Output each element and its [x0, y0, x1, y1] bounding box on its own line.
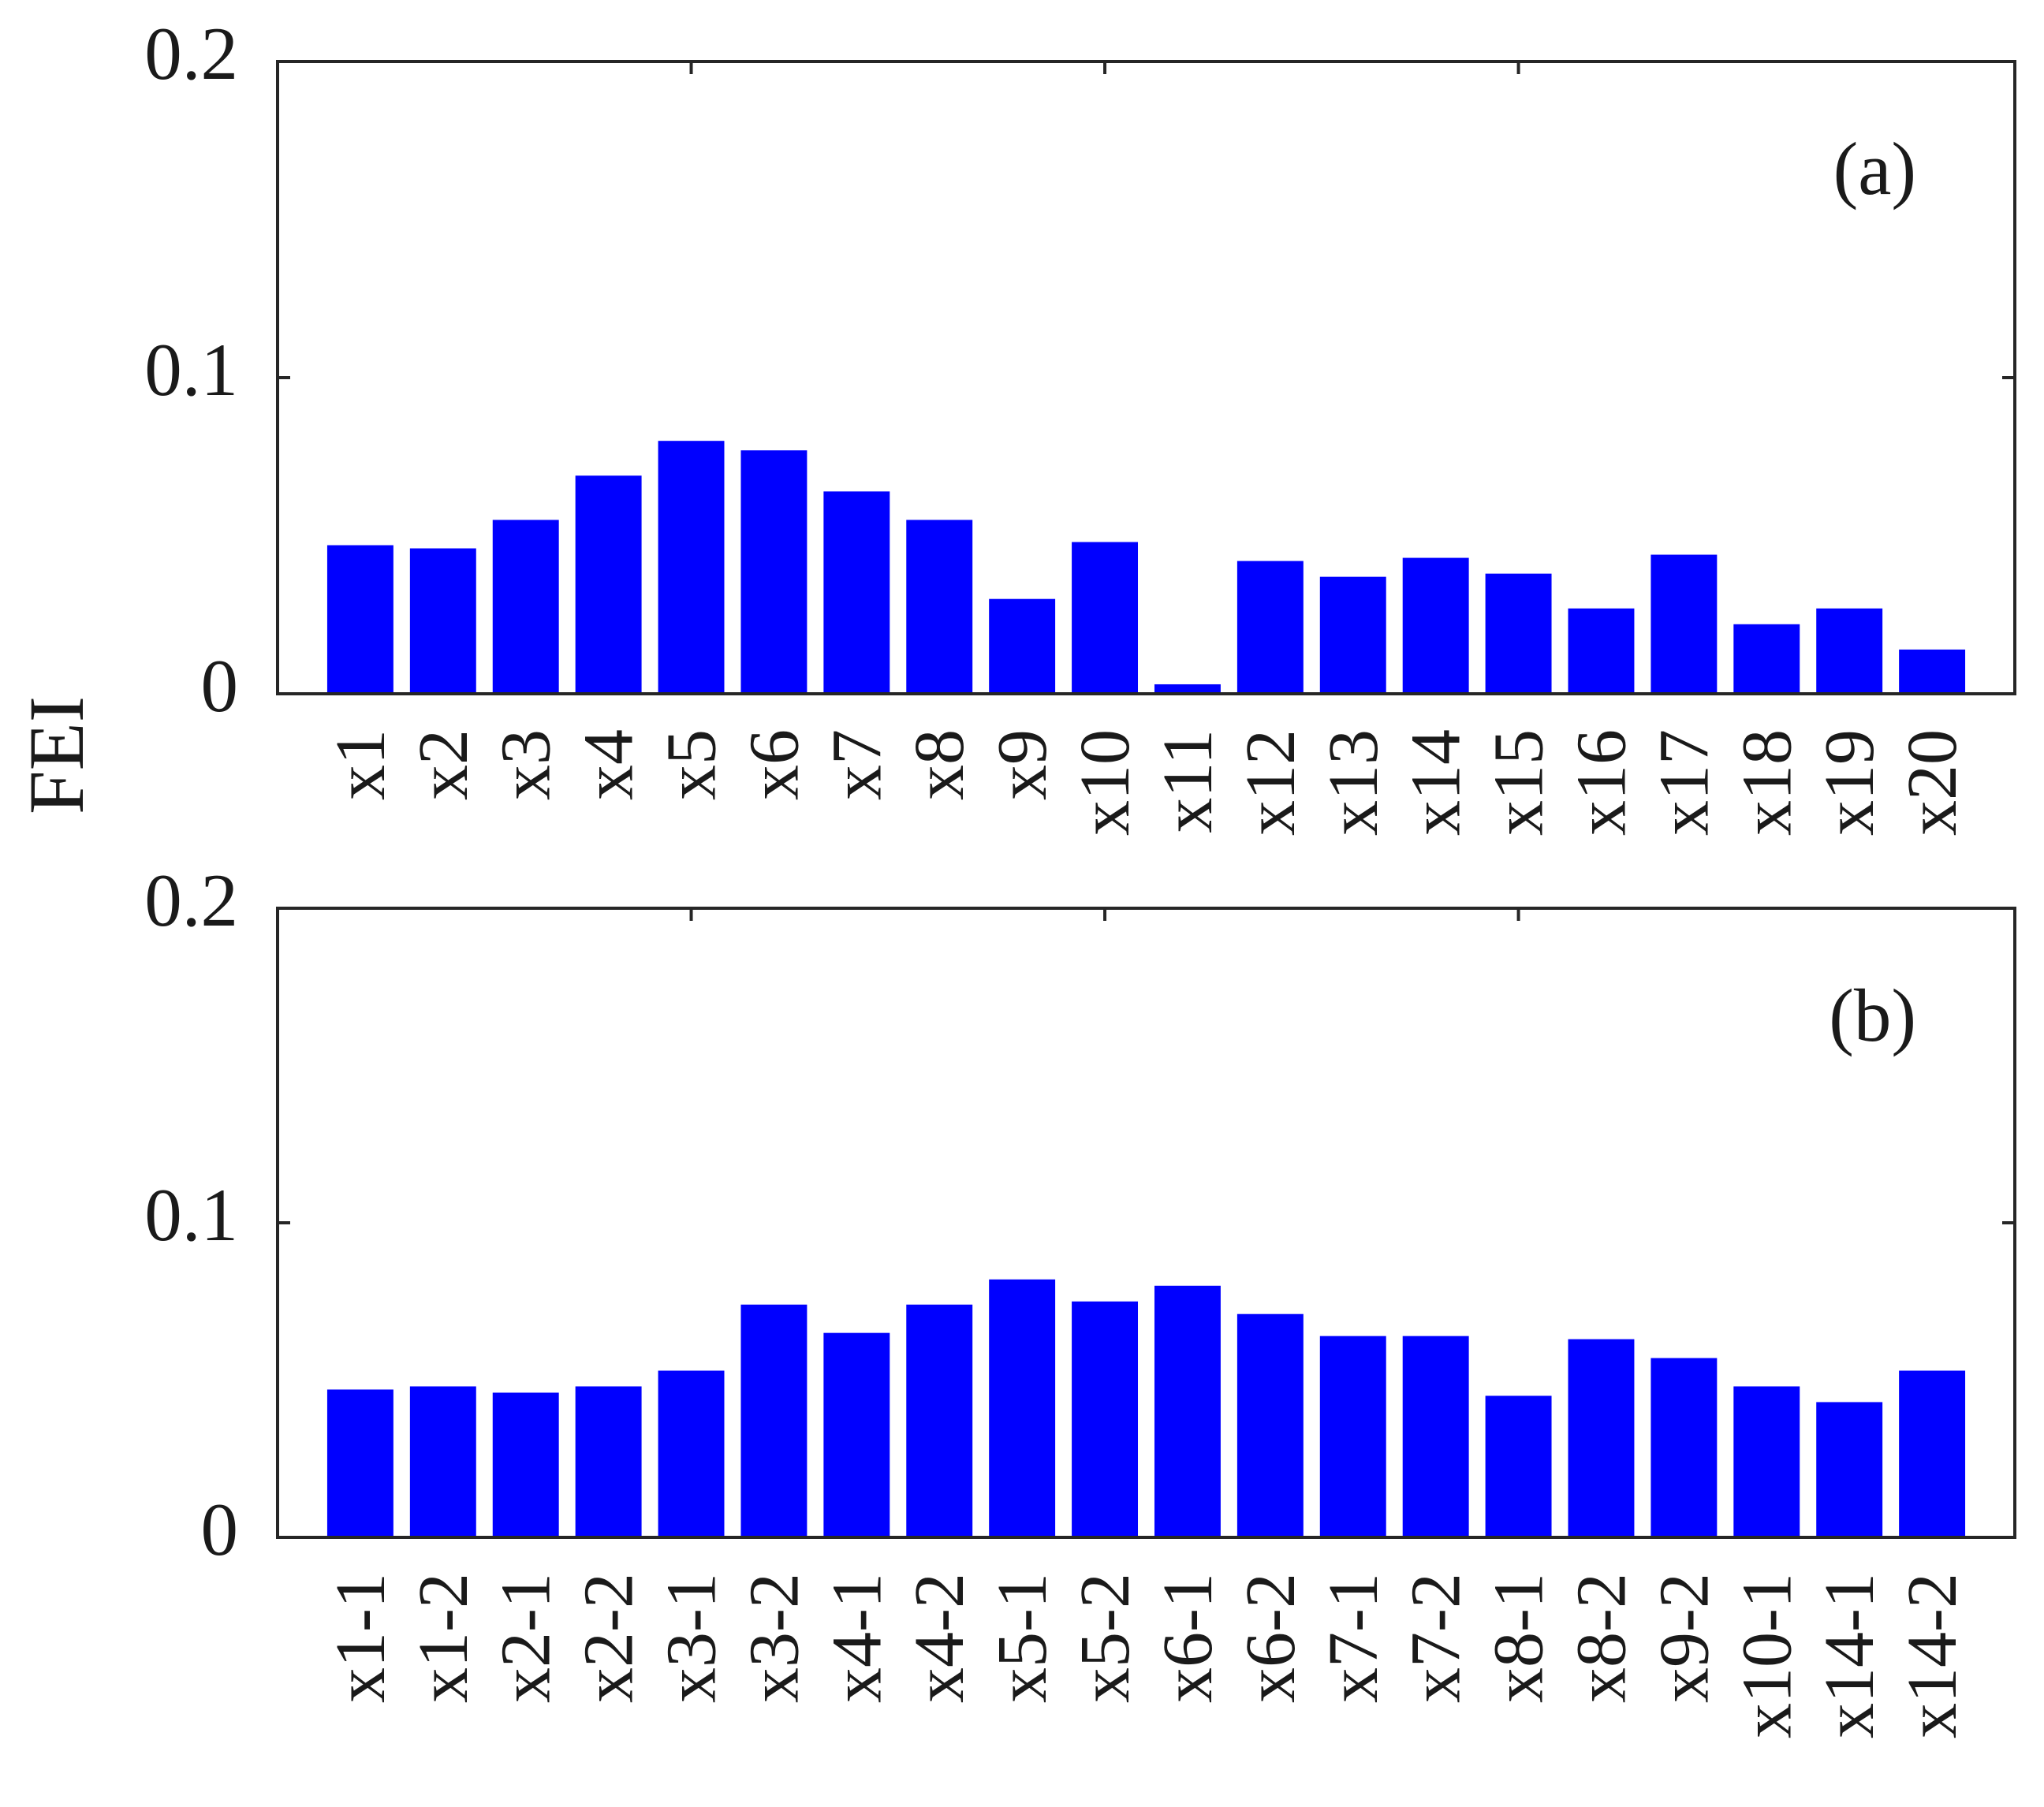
x-tick-label: x3-1 [653, 1573, 731, 1703]
bar-x2-1 [492, 1392, 559, 1537]
x-tick-label: x12 [1232, 729, 1310, 836]
bar-x16 [1568, 608, 1635, 694]
x-tick-label: x14-2 [1893, 1573, 1971, 1738]
x-tick-label: x4-1 [818, 1573, 896, 1703]
y-tick-label: 0.2 [144, 859, 238, 942]
bar-x5-1 [989, 1279, 1056, 1537]
bar-x8-2 [1568, 1339, 1635, 1537]
y-tick-label: 0 [201, 644, 239, 728]
x-tick-label: x5-1 [983, 1573, 1061, 1703]
bar-x6 [740, 450, 808, 694]
x-tick-label: x5 [653, 729, 731, 800]
x-tick-label: x1 [322, 729, 400, 800]
y-tick-label: 0.1 [144, 1173, 238, 1257]
bar-x9-2 [1650, 1358, 1718, 1537]
bar-x2-2 [575, 1386, 642, 1537]
bar-x2 [409, 548, 476, 694]
x-tick-label: x6-1 [1149, 1573, 1227, 1703]
bar-x12 [1236, 561, 1304, 694]
bar-x7-1 [1319, 1336, 1386, 1537]
x-tick-label: x6-2 [1232, 1573, 1310, 1703]
bar-x3-2 [740, 1304, 808, 1537]
bar-x14-2 [1899, 1370, 1966, 1537]
x-tick-label: x7-2 [1397, 1573, 1475, 1703]
bar-x3 [492, 520, 559, 694]
bar-x1-2 [409, 1386, 476, 1537]
bar-x5 [658, 441, 725, 694]
x-tick-label: x3 [487, 729, 565, 800]
bar-x13 [1319, 576, 1386, 694]
bar-x15 [1485, 573, 1552, 694]
bar-x11 [1154, 684, 1221, 694]
bar-x8-1 [1485, 1395, 1552, 1537]
x-tick-label: x11 [1149, 729, 1227, 833]
chart-panel-b: 00.10.2x1-1 x1-2 x2-1 x2-2 x3-1 x3-2 x4-1 x4-2 x… [144, 859, 2016, 1738]
bar-x3-1 [658, 1370, 725, 1537]
x-tick-label: x5-2 [1066, 1573, 1144, 1703]
x-tick-label: x2-1 [487, 1573, 565, 1703]
x-tick-label: x9-2 [1645, 1573, 1723, 1703]
bar-x1 [326, 545, 394, 694]
x-tick-label: x18 [1728, 729, 1806, 836]
bar-x17 [1650, 554, 1718, 694]
x-tick-label: x8-2 [1562, 1573, 1640, 1703]
bar-x9 [989, 598, 1056, 694]
x-tick-label: x10 [1066, 729, 1144, 836]
x-tick-label: x8-1 [1480, 1573, 1558, 1703]
x-tick-label: x2-2 [570, 1573, 648, 1703]
x-tick-label: x15 [1480, 729, 1558, 836]
x-tick-label: x4 [570, 729, 648, 800]
bar-x19 [1816, 608, 1883, 694]
bar-x4 [575, 475, 642, 694]
x-tick-label: x13 [1315, 729, 1393, 836]
bar-x5-2 [1072, 1301, 1139, 1537]
bar-x6-1 [1154, 1285, 1221, 1537]
panel-label: (b) [1829, 974, 1916, 1057]
y-tick-label: 0 [201, 1488, 239, 1571]
x-tick-label: x1-2 [405, 1573, 483, 1703]
bar-x14 [1402, 557, 1469, 694]
x-tick-label: x20 [1893, 729, 1971, 836]
bar-x7 [823, 491, 890, 694]
bar-x18 [1733, 624, 1800, 694]
x-tick-label: x7 [818, 729, 896, 800]
bar-x6-2 [1236, 1313, 1304, 1537]
x-tick-label: x16 [1562, 729, 1640, 836]
x-tick-label: x14 [1397, 729, 1475, 836]
x-tick-label: x6 [735, 729, 813, 800]
bar-x1-1 [326, 1389, 394, 1537]
bar-x8 [906, 520, 973, 694]
x-tick-label: x3-2 [735, 1573, 813, 1703]
x-tick-label: x10-1 [1728, 1573, 1806, 1738]
bar-x10-1 [1733, 1386, 1800, 1537]
x-tick-label: x19 [1811, 729, 1889, 836]
bar-x14-1 [1816, 1402, 1883, 1537]
y-axis-label: FEI [13, 696, 100, 814]
bar-x20 [1899, 649, 1966, 694]
panel-label: (a) [1833, 127, 1916, 211]
bar-x7-2 [1402, 1336, 1469, 1537]
bar-x4-1 [823, 1332, 890, 1537]
bar-x10 [1072, 542, 1139, 694]
y-tick-label: 0.2 [144, 12, 238, 95]
x-tick-label: x8 [901, 729, 979, 800]
x-tick-label: x14-1 [1811, 1573, 1889, 1738]
bar-x4-2 [906, 1304, 973, 1537]
x-tick-label: x1-1 [322, 1573, 400, 1703]
x-tick-label: x4-2 [901, 1573, 979, 1703]
x-tick-label: x9 [983, 729, 1061, 800]
chart-panel-a: 0 0.1 0.2 x1 x2 x3 x4 x5 x6 x7 x8 x9 x10 x11 x12 x13 x14… [144, 12, 2016, 836]
y-tick-label: 0.1 [144, 328, 238, 412]
x-tick-label: x7-1 [1315, 1573, 1393, 1703]
x-tick-label: x17 [1645, 729, 1723, 836]
x-tick-label: x2 [405, 729, 483, 800]
